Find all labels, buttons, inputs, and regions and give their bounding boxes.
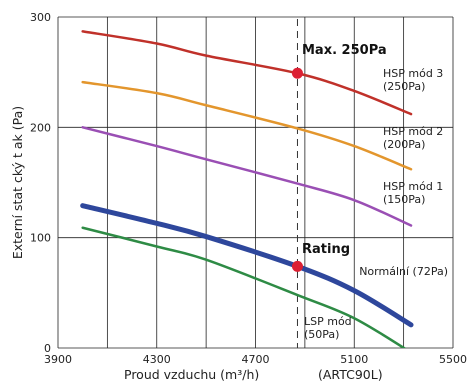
labels: HSP mód 3(250Pa) HSP mód 2(200Pa) HSP mód … bbox=[302, 43, 448, 341]
series-lines bbox=[80, 30, 414, 348]
x-axis-label: Proud vzduchu (m³/h) bbox=[124, 367, 259, 382]
marker-point bbox=[291, 260, 303, 272]
axes: 0 100 200 300 3900 4300 4700 5100 5500 bbox=[30, 11, 467, 366]
x-tick-label: 5500 bbox=[439, 353, 467, 366]
series-hsp-mode-3-line bbox=[81, 30, 413, 116]
series-normal-label: Normální (72Pa) bbox=[359, 265, 448, 278]
series-hsp-mode-3-label: (250Pa) bbox=[383, 80, 425, 93]
series-lsp-mode-label: (50Pa) bbox=[304, 328, 339, 341]
series-hsp-mode-3-label: HSP mód 3 bbox=[383, 67, 443, 80]
series-lsp-mode-line bbox=[81, 226, 407, 348]
marker-callout: Rating bbox=[302, 242, 350, 257]
y-axis-label: Externí stat cký t ak (Pa) bbox=[10, 106, 25, 259]
y-tick-label: 0 bbox=[44, 342, 51, 355]
x-tick-label: 4300 bbox=[143, 353, 171, 366]
y-tick-label: 100 bbox=[30, 232, 51, 245]
series-hsp-mode-2-label: HSP mód 2 bbox=[383, 125, 443, 138]
y-tick-label: 200 bbox=[30, 121, 51, 134]
x-tick-label: 5100 bbox=[340, 353, 368, 366]
series-hsp-mode-2-line bbox=[81, 80, 413, 171]
x-tick-label: 3900 bbox=[44, 353, 72, 366]
series-hsp-mode-1-label: (150Pa) bbox=[383, 193, 425, 206]
marker-callout: Max. 250Pa bbox=[302, 43, 387, 58]
series-hsp-mode-1-label: HSP mód 1 bbox=[383, 180, 443, 193]
marker-point bbox=[291, 67, 303, 79]
x-tick-label: 4700 bbox=[242, 353, 270, 366]
series-normal-line bbox=[80, 203, 414, 328]
x-axis-model-label: (ARTC90L) bbox=[318, 367, 383, 382]
y-tick-label: 300 bbox=[30, 11, 51, 24]
series-lsp-mode-label: LSP mód bbox=[304, 315, 352, 328]
series-hsp-mode-2-label: (200Pa) bbox=[383, 138, 425, 151]
markers bbox=[291, 67, 303, 272]
series-hsp-mode-1-line bbox=[81, 126, 413, 227]
